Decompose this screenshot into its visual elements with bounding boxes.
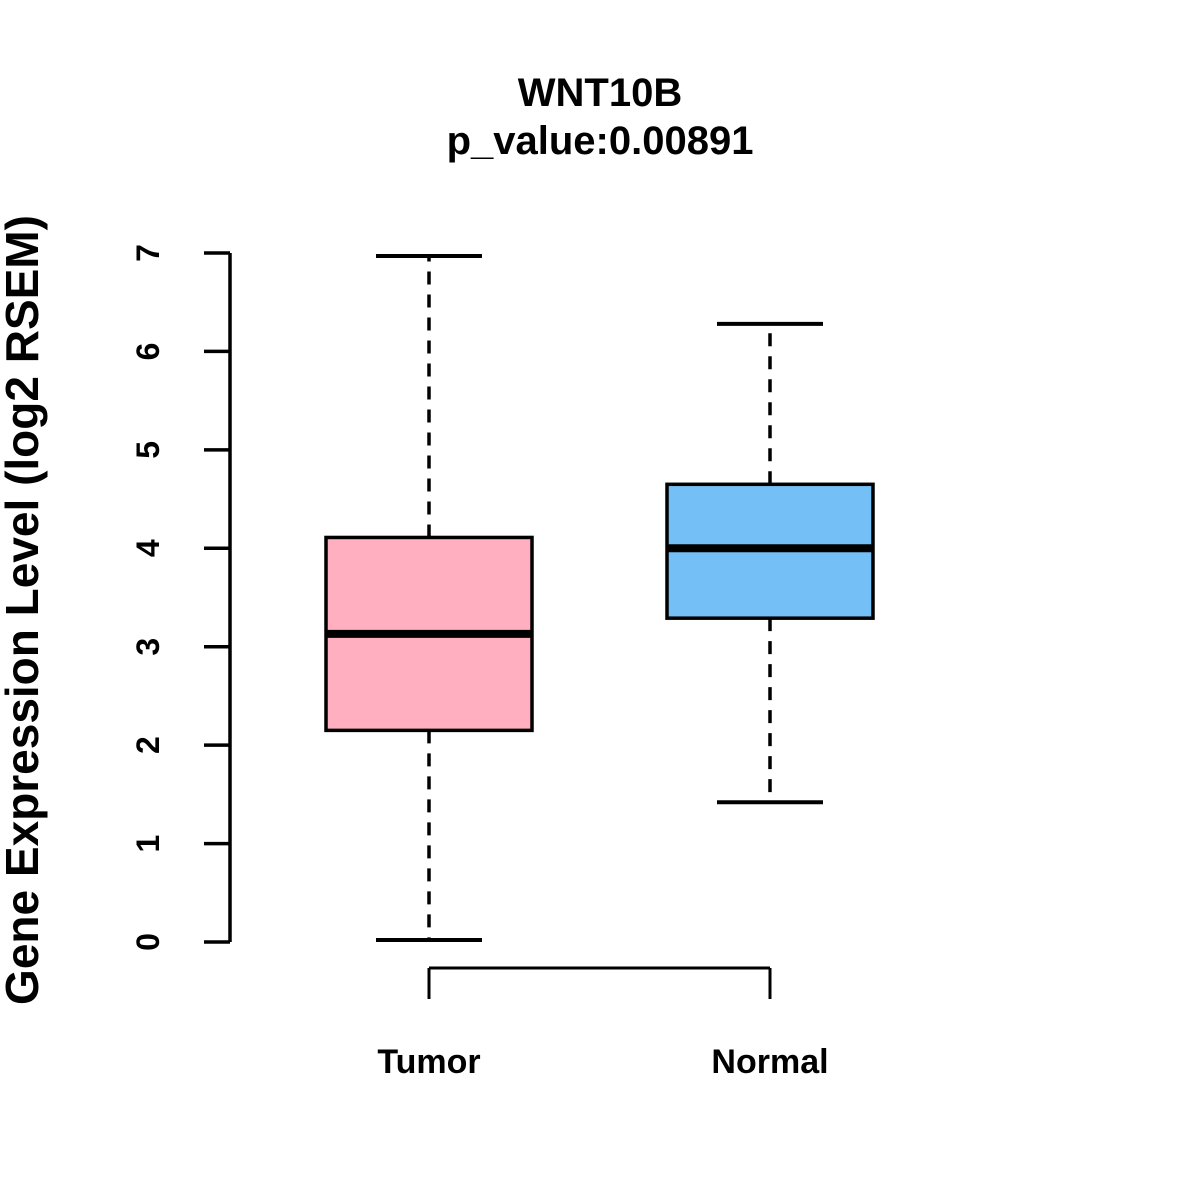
- chart-title: WNT10B: [518, 71, 682, 115]
- y-axis: 0 1 2 3 4 5 6 7: [130, 244, 232, 951]
- y-axis-title: Gene Expression Level (log2 RSEM): [0, 215, 48, 1005]
- y-tick-label: 1: [130, 835, 166, 853]
- box-group-normal: [665, 321, 875, 805]
- y-tick-label: 0: [130, 933, 166, 951]
- y-tick-label: 7: [130, 244, 166, 262]
- y-tick-label: 4: [130, 539, 166, 557]
- x-axis: Tumor Normal: [377, 966, 829, 1081]
- y-tick-label: 5: [130, 441, 166, 459]
- plot-area: [324, 253, 875, 943]
- chart-subtitle: p_value:0.00891: [447, 119, 754, 163]
- y-tick-label: 6: [130, 343, 166, 361]
- x-category-label-tumor: Tumor: [377, 1043, 480, 1081]
- box-group-tumor: [324, 253, 534, 943]
- y-tick-label: 2: [130, 736, 166, 754]
- x-category-label-normal: Normal: [711, 1043, 828, 1081]
- y-tick-label: 3: [130, 638, 166, 656]
